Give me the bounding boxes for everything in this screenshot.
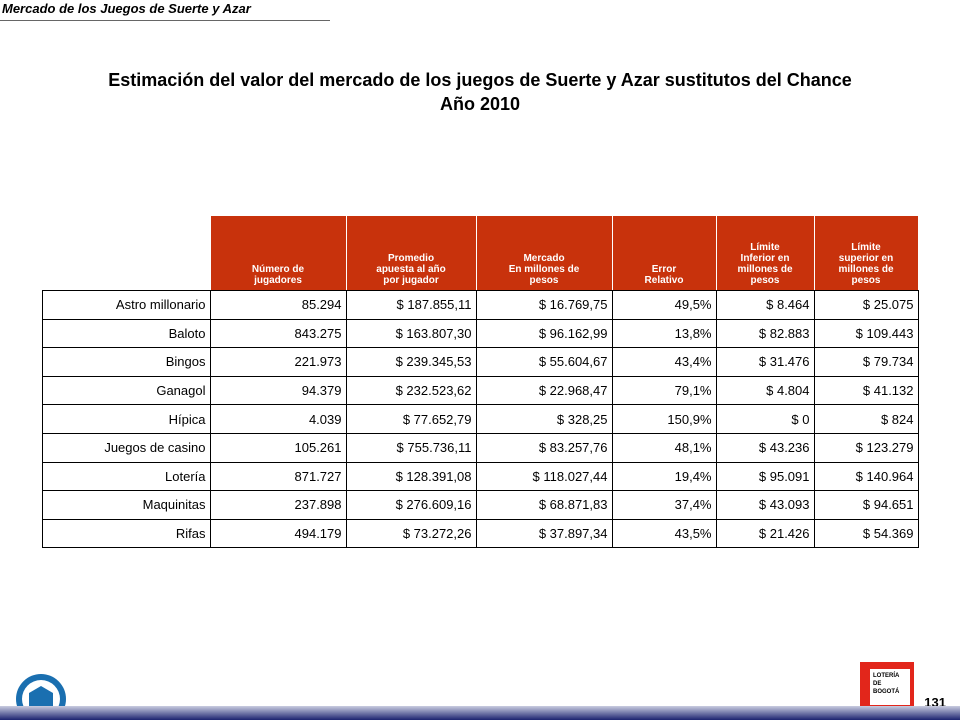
table-row: Lotería 871.727 $ 128.391,08 $ 118.027,44 19…	[42, 461, 919, 492]
cell: $ 31.476	[715, 347, 815, 377]
table-row: Juegos de casino 105.261 $ 755.736,11 $ 83.…	[42, 432, 919, 463]
table-body: Astro millonario 85.294 $ 187.855,11 $ 16.7…	[42, 290, 919, 549]
cell: $ 25.075	[813, 290, 919, 320]
row-label: Hípica	[42, 404, 211, 434]
row-label: Rifas	[42, 518, 211, 549]
cell: 43,4%	[611, 347, 717, 377]
market-table: Número de jugadores Promedio apuesta al a…	[42, 215, 919, 549]
cell: $ 68.871,83	[475, 490, 613, 520]
column-header: Límite superior en millones de pesos	[813, 215, 919, 291]
corner	[42, 215, 210, 291]
row-label: Baloto	[42, 318, 211, 349]
row-label: Lotería	[42, 461, 211, 492]
header-rule	[0, 20, 330, 21]
cell: $ 73.272,26	[345, 518, 477, 549]
title-line: Estimación del valor del mercado de los …	[108, 70, 852, 90]
cell: 237.898	[209, 490, 347, 520]
cell: 43,5%	[611, 518, 717, 549]
cell: $ 95.091	[715, 461, 815, 492]
cell: 37,4%	[611, 490, 717, 520]
logo: LOTERÍA DE BOGOTÁ	[860, 662, 914, 716]
column-header: Mercado En millones de pesos	[475, 215, 613, 291]
cell: $ 37.897,34	[475, 518, 613, 549]
cell: $ 109.443	[813, 318, 919, 349]
cell: 48,1%	[611, 432, 717, 463]
table-row: Baloto 843.275 $ 163.807,30 $ 96.162,99 13,8…	[42, 318, 919, 349]
cell: $ 96.162,99	[475, 318, 613, 349]
row-label: Bingos	[42, 347, 211, 377]
cell: $ 118.027,44	[475, 461, 613, 492]
header-row: Número de jugadores Promedio apuesta al a…	[42, 215, 919, 291]
logo-line: LOTERÍA	[873, 673, 900, 679]
cell: 4.039	[209, 404, 347, 434]
cell: $ 54.369	[813, 518, 919, 549]
cell: 19,4%	[611, 461, 717, 492]
cell: $ 82.883	[715, 318, 815, 349]
cell: $ 824	[813, 404, 919, 434]
cell: 871.727	[209, 461, 347, 492]
running-title: Mercado de los Juegos de Suerte y Azar	[2, 1, 251, 16]
cell: $ 755.736,11	[345, 432, 477, 463]
logo-text: LOTERÍA DE BOGOTÁ	[870, 669, 910, 705]
cell: $ 83.257,76	[475, 432, 613, 463]
cell: 221.973	[209, 347, 347, 377]
cell: $ 8.464	[715, 290, 815, 320]
cell: 94.379	[209, 375, 347, 406]
cell: $ 328,25	[475, 404, 613, 434]
cell: 79,1%	[611, 375, 717, 406]
table-row: Maquinitas 237.898 $ 276.609,16 $ 68.871,83…	[42, 490, 919, 520]
table-row: Rifas 494.179 $ 73.272,26 $ 37.897,34 43,5% $…	[42, 518, 919, 549]
cell: $ 187.855,11	[345, 290, 477, 320]
cell: $ 55.604,67	[475, 347, 613, 377]
column-header: Número de jugadores	[209, 215, 347, 291]
cell: 85.294	[209, 290, 347, 320]
cell: $ 128.391,08	[345, 461, 477, 492]
row-label: Astro millonario	[42, 290, 211, 320]
column-header: Error Relativo	[611, 215, 717, 291]
cell: 494.179	[209, 518, 347, 549]
cell: $ 123.279	[813, 432, 919, 463]
cell: $ 140.964	[813, 461, 919, 492]
footer-bar	[0, 706, 960, 720]
cell: $ 43.093	[715, 490, 815, 520]
cell: $ 276.609,16	[345, 490, 477, 520]
cell: $ 41.132	[813, 375, 919, 406]
column-header: Promedio apuesta al año por jugador	[345, 215, 477, 291]
cell: $ 163.807,30	[345, 318, 477, 349]
cell: $ 239.345,53	[345, 347, 477, 377]
cell: $ 16.769,75	[475, 290, 613, 320]
cell: 105.261	[209, 432, 347, 463]
cell: 13,8%	[611, 318, 717, 349]
cell: $ 21.426	[715, 518, 815, 549]
logo-line: BOGOTÁ	[873, 689, 900, 695]
cell: 843.275	[209, 318, 347, 349]
table-row: Astro millonario 85.294 $ 187.855,11 $ 16.7…	[42, 290, 919, 320]
row-label: Maquinitas	[42, 490, 211, 520]
cell: $ 0	[715, 404, 815, 434]
title: Estimación del valor del mercado de los …	[0, 68, 960, 116]
column-header: Límite Inferior en millones de pesos	[715, 215, 815, 291]
title-line: Año 2010	[439, 94, 521, 114]
logo-line: DE	[873, 681, 882, 687]
table-row: Hípica 4.039 $ 77.652,79 $ 328,25 150,9% $ 0 $…	[42, 404, 919, 434]
row-label: Juegos de casino	[42, 432, 211, 463]
cell: $ 43.236	[715, 432, 815, 463]
cell: $ 4.804	[715, 375, 815, 406]
cell: $ 22.968,47	[475, 375, 613, 406]
cell: 49,5%	[611, 290, 717, 320]
cell: $ 94.651	[813, 490, 919, 520]
cell: $ 77.652,79	[345, 404, 477, 434]
table-row: Ganagol 94.379 $ 232.523,62 $ 22.968,47 79,1…	[42, 375, 919, 406]
cell: $ 79.734	[813, 347, 919, 377]
cell: 150,9%	[611, 404, 717, 434]
table-row: Bingos 221.973 $ 239.345,53 $ 55.604,67 43,4…	[42, 347, 919, 377]
row-label: Ganagol	[42, 375, 211, 406]
cell: $ 232.523,62	[345, 375, 477, 406]
